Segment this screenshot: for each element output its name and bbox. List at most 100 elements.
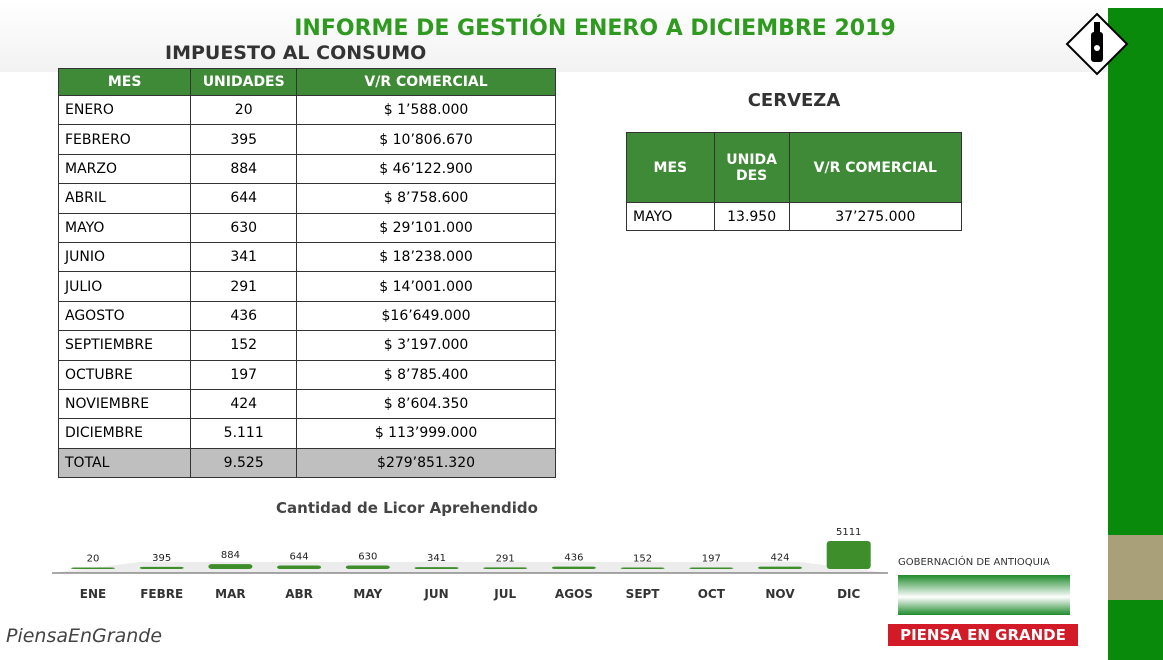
cerveza-table: MES UNIDA DES V/R COMERCIAL MAYO 13.950 37’27… <box>626 132 963 231</box>
data-label: 20 <box>87 554 100 565</box>
bar <box>71 567 115 569</box>
cell: MAYO <box>626 202 715 231</box>
x-tick-label: SEPT <box>626 587 661 601</box>
slogan: PiensaEnGrande <box>6 625 163 647</box>
bar <box>345 565 390 569</box>
row: DICIEMBRE 5.111 $ 113’999.000 <box>57 418 556 449</box>
cell: $ 8’604.350 <box>296 388 556 420</box>
logo-icon <box>1065 12 1129 76</box>
x-tick-label: MAR <box>215 587 245 601</box>
cell: $16’649.000 <box>296 300 556 332</box>
flag <box>898 575 1070 615</box>
header-row: MES UNIDADES V/R COMERCIAL <box>57 68 556 96</box>
bar <box>551 566 596 569</box>
cell: $ 1’588.000 <box>296 94 556 126</box>
data-label: 644 <box>290 551 309 562</box>
header-cell: MES <box>57 68 192 96</box>
bar <box>689 567 734 569</box>
cell: 13.950 <box>713 202 790 231</box>
cerveza-title: CERVEZA <box>747 90 841 111</box>
cell: 395 <box>190 124 298 155</box>
row: TOTAL 9.525 $279’851.320 <box>57 447 556 479</box>
side-block <box>1108 535 1163 600</box>
impuesto-table: MES UNIDADES V/R COMERCIAL ENERO 20 $ 1’588.0… <box>57 68 556 479</box>
data-label: 884 <box>221 550 240 561</box>
row: NOVIEMBRE 424 $ 8’604.350 <box>57 388 556 420</box>
bar <box>758 566 802 569</box>
header-cell: UNIDA DES <box>713 132 790 203</box>
row: JUNIO 341 $ 18’238.000 <box>57 241 556 273</box>
row: FEBRERO 395 $ 10’806.670 <box>57 124 556 155</box>
header-row: MES UNIDA DES V/R COMERCIAL <box>626 132 963 203</box>
cell: $ 113’999.000 <box>296 418 556 449</box>
header-cell: V/R COMERCIAL <box>296 68 556 96</box>
cell: 291 <box>190 271 298 302</box>
badge: PIENSA EN GRANDE <box>888 624 1078 646</box>
cell: OCTUBRE <box>57 359 192 390</box>
cell: 341 <box>190 241 298 273</box>
bar <box>414 567 459 569</box>
bar <box>620 567 665 569</box>
chart-title: Cantidad de Licor Aprehendido <box>276 499 538 517</box>
cell: $ 8’785.400 <box>296 359 556 390</box>
org-name: GOBERNACIÓN DE ANTIOQUIA <box>898 557 1050 568</box>
x-tick-label: JUN <box>423 587 448 601</box>
bar <box>277 565 322 569</box>
row: MARZO 884 $ 46’122.900 <box>57 153 556 185</box>
x-tick-label: OCT <box>698 587 726 601</box>
data-label: 395 <box>152 553 171 564</box>
row: MAYO 13.950 37’275.000 <box>626 202 963 231</box>
cell: $ 10’806.670 <box>296 124 556 155</box>
cell: 5.111 <box>190 418 298 449</box>
bar <box>483 567 528 569</box>
cell: 436 <box>190 300 298 332</box>
cell: MARZO <box>57 153 192 185</box>
row: ABRIL 644 $ 8’758.600 <box>57 183 556 214</box>
data-label: 197 <box>702 554 721 565</box>
bar <box>208 564 253 569</box>
data-label: 291 <box>496 553 515 564</box>
x-tick-label: FEBRE <box>140 587 183 601</box>
title: INFORME DE GESTIÓN ENERO A DICIEMBRE 201… <box>0 16 1100 41</box>
chart: Cantidad de Licor Aprehendido ENE 20 FEBRE 3… <box>52 499 888 601</box>
row: AGOSTO 436 $16’649.000 <box>57 300 556 332</box>
x-tick-label: AGOS <box>555 587 593 601</box>
header-band <box>0 0 1108 72</box>
x-tick-label: NOV <box>765 587 795 601</box>
cell: $ 46’122.900 <box>296 153 556 185</box>
cell: $279’851.320 <box>296 447 556 479</box>
data-label: 630 <box>358 552 377 563</box>
row: ENERO 20 $ 1’588.000 <box>57 94 556 126</box>
title-text: INFORME DE GESTIÓN ENERO A DICIEMBRE 201… <box>294 16 896 41</box>
header-cell: V/R COMERCIAL <box>788 132 963 203</box>
x-tick-label: ENE <box>80 587 106 601</box>
cell: $ 8’758.600 <box>296 183 556 214</box>
cell: 644 <box>190 183 298 214</box>
header-cell: UNIDADES <box>190 68 298 96</box>
data-label: 424 <box>770 553 789 564</box>
floor <box>52 562 888 573</box>
data-label: 5111 <box>836 527 861 538</box>
cell: 37’275.000 <box>788 202 963 231</box>
cell: 197 <box>190 359 298 390</box>
row: JULIO 291 $ 14’001.000 <box>57 271 556 302</box>
cell: 424 <box>190 388 298 420</box>
x-tick-label: JUL <box>493 587 516 601</box>
cell: 630 <box>190 212 298 243</box>
row: MAYO 630 $ 29’101.000 <box>57 212 556 243</box>
x-tick-label: DIC <box>837 587 860 601</box>
cell: ENERO <box>57 94 192 126</box>
header-cell: MES <box>626 132 715 203</box>
data-label: 152 <box>633 554 652 565</box>
cell: $ 29’101.000 <box>296 212 556 243</box>
cell: $ 14’001.000 <box>296 271 556 302</box>
bar <box>826 541 871 569</box>
cell: FEBRERO <box>57 124 192 155</box>
bar <box>139 566 184 569</box>
subtitle: IMPUESTO AL CONSUMO <box>165 42 427 64</box>
row: OCTUBRE 197 $ 8’785.400 <box>57 359 556 390</box>
cell: JULIO <box>57 271 192 302</box>
data-label: 436 <box>564 553 583 564</box>
cell: DICIEMBRE <box>57 418 192 449</box>
